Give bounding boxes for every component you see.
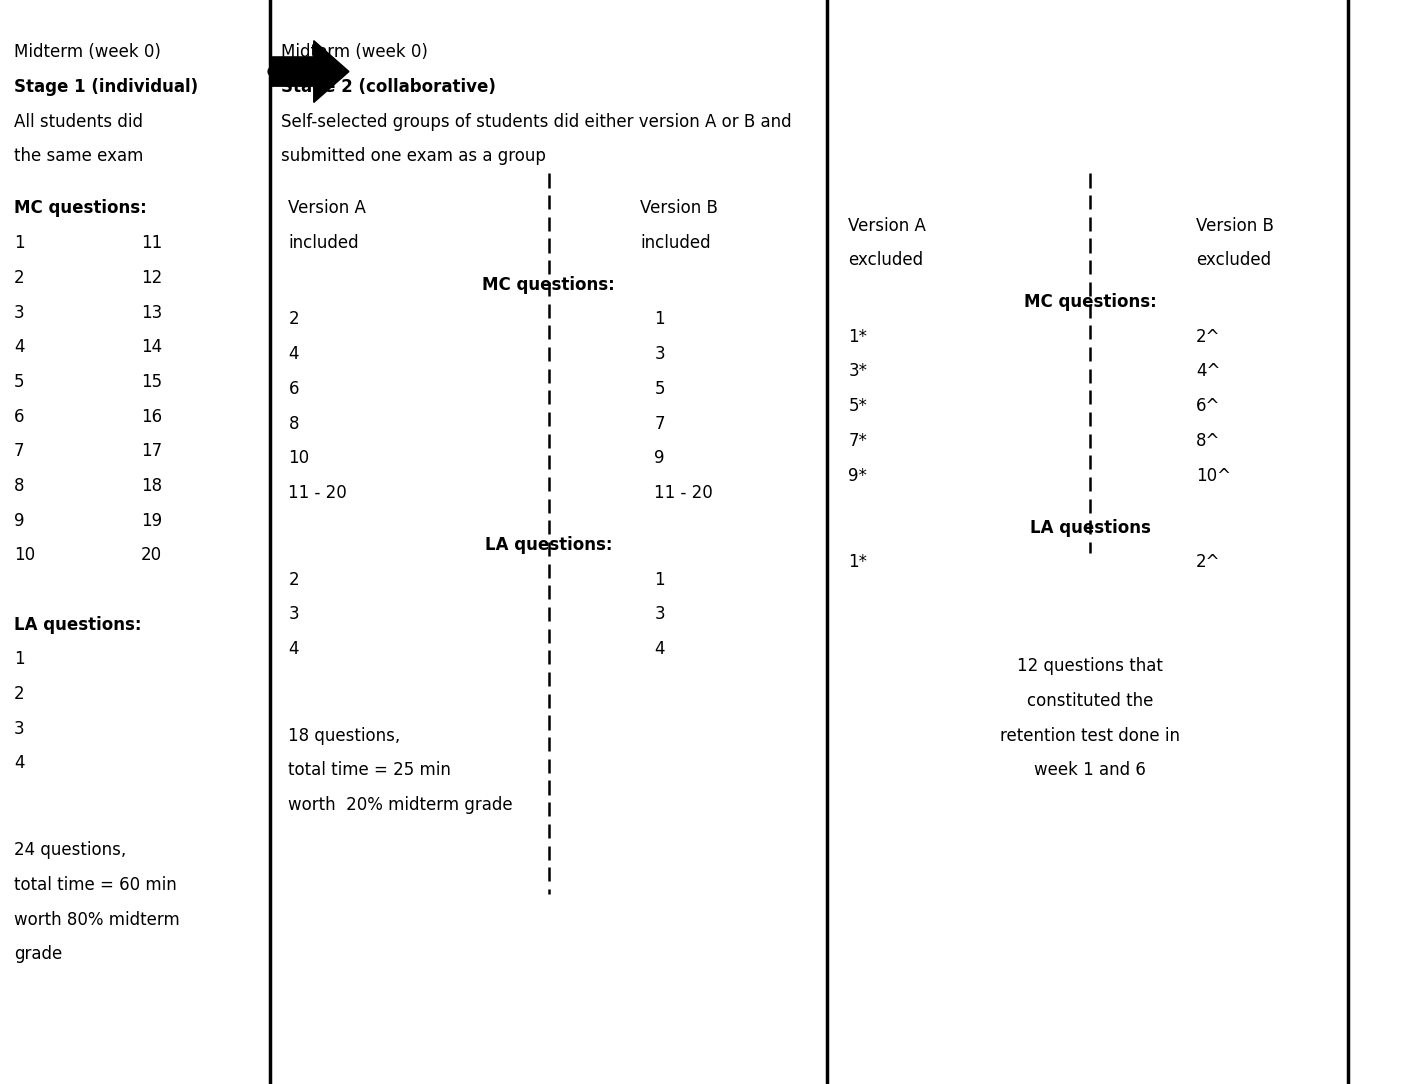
Text: 1: 1 [14,234,25,253]
Text: included: included [288,234,359,253]
Text: 2: 2 [14,269,25,287]
Text: 4^: 4^ [1196,362,1220,380]
Text: LA questions: LA questions [1030,518,1151,537]
Text: MC questions:: MC questions: [14,199,146,218]
Text: 6: 6 [288,379,298,398]
Text: 3*: 3* [848,362,868,380]
Text: excluded: excluded [1196,251,1271,270]
Text: Version A: Version A [848,217,926,235]
Text: LA questions:: LA questions: [485,535,612,554]
Text: 24 questions,: 24 questions, [14,841,127,860]
Text: retention test done in: retention test done in [1000,726,1180,745]
Text: 4: 4 [14,338,24,357]
Text: 9: 9 [14,512,24,530]
Text: 1*: 1* [848,553,868,571]
Text: 4: 4 [14,754,24,773]
Text: 8: 8 [14,477,24,495]
Text: 2^: 2^ [1196,553,1220,571]
Text: worth 80% midterm: worth 80% midterm [14,911,180,929]
Text: 5: 5 [14,373,24,391]
Text: 3: 3 [14,720,25,738]
Text: Stage 2 (collaborative): Stage 2 (collaborative) [281,78,497,96]
Text: 8^: 8^ [1196,431,1220,450]
Text: 3: 3 [654,605,666,623]
Text: 4: 4 [288,345,298,363]
Text: 7*: 7* [848,431,867,450]
Text: Version B: Version B [1196,217,1273,235]
Text: 12 questions that: 12 questions that [1017,657,1164,675]
Text: 12: 12 [141,269,162,287]
Text: All students did: All students did [14,113,144,131]
Text: worth  20% midterm grade: worth 20% midterm grade [288,796,514,814]
Text: submitted one exam as a group: submitted one exam as a group [281,147,546,166]
Text: 9: 9 [654,449,664,467]
Text: 7: 7 [14,442,24,461]
Text: 6: 6 [14,408,24,426]
Text: Version B: Version B [640,199,718,218]
Text: 14: 14 [141,338,162,357]
Text: 1: 1 [654,570,666,589]
Text: 18: 18 [141,477,162,495]
Text: 2: 2 [14,685,25,704]
Text: Midterm (week 0): Midterm (week 0) [281,43,428,62]
Text: 16: 16 [141,408,162,426]
Text: total time = 60 min: total time = 60 min [14,876,177,894]
Text: Self-selected groups of students did either version A or B and: Self-selected groups of students did eit… [281,113,792,131]
Text: 2^: 2^ [1196,327,1220,346]
Text: 10^: 10^ [1196,466,1231,485]
Text: 19: 19 [141,512,162,530]
Text: 13: 13 [141,304,162,322]
Text: total time = 25 min: total time = 25 min [288,761,452,779]
Text: 10: 10 [14,546,35,565]
Text: constituted the: constituted the [1027,692,1154,710]
FancyArrow shape [270,40,349,102]
Text: 2: 2 [288,310,300,328]
Text: 8: 8 [288,414,298,433]
Text: 1: 1 [654,310,666,328]
Text: 11: 11 [141,234,162,253]
Text: 20: 20 [141,546,162,565]
Text: 9*: 9* [848,466,867,485]
Text: grade: grade [14,945,62,964]
Text: 5: 5 [654,379,664,398]
Text: MC questions:: MC questions: [483,275,615,294]
Text: LA questions:: LA questions: [14,616,142,634]
Text: 11 - 20: 11 - 20 [654,483,713,502]
Text: 10: 10 [288,449,310,467]
Text: 3: 3 [14,304,25,322]
Text: 17: 17 [141,442,162,461]
Text: excluded: excluded [848,251,923,270]
Text: 3: 3 [288,605,300,623]
Text: 15: 15 [141,373,162,391]
Text: 18 questions,: 18 questions, [288,726,401,745]
Text: week 1 and 6: week 1 and 6 [1034,761,1147,779]
Text: 4: 4 [288,640,298,658]
Text: included: included [640,234,711,253]
Text: 3: 3 [654,345,666,363]
Text: MC questions:: MC questions: [1024,293,1157,311]
Text: Stage 1 (individual): Stage 1 (individual) [14,78,198,96]
Text: 5*: 5* [848,397,867,415]
Text: 2: 2 [288,570,300,589]
Text: 7: 7 [654,414,664,433]
Text: 6^: 6^ [1196,397,1220,415]
Text: 1*: 1* [848,327,868,346]
Text: the same exam: the same exam [14,147,144,166]
Text: 4: 4 [654,640,664,658]
Text: 11 - 20: 11 - 20 [288,483,348,502]
Text: Midterm (week 0): Midterm (week 0) [14,43,160,62]
Text: 1: 1 [14,650,25,669]
Text: Version A: Version A [288,199,366,218]
